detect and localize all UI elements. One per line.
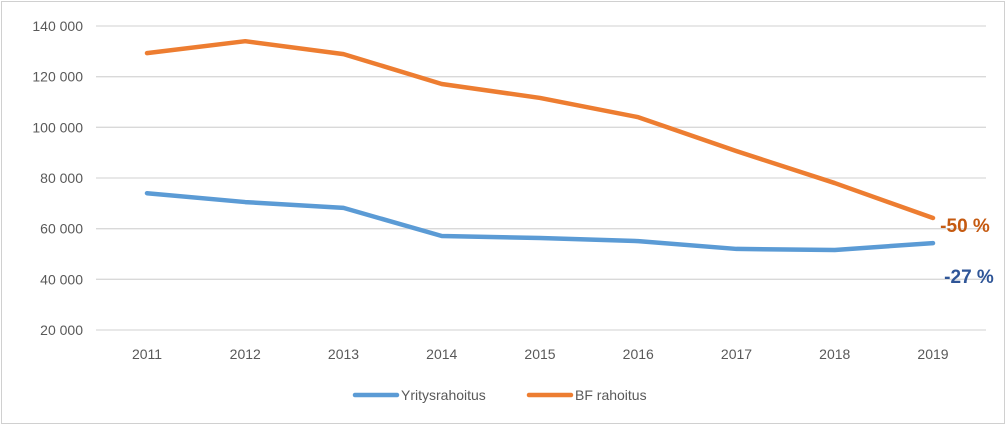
x-tick-label: 2012 (230, 346, 261, 362)
legend: Yritysrahoitus BF rahoitus (352, 387, 647, 403)
x-tick-label: 2015 (524, 346, 555, 362)
x-tick-label: 2019 (917, 346, 948, 362)
x-tick-label: 2018 (819, 346, 850, 362)
legend-label: BF rahoitus (575, 387, 647, 403)
series-line-yritysrahoitus (144, 190, 936, 253)
y-tick-label: 60 000 (40, 221, 83, 237)
y-tick-label: 80 000 (40, 170, 83, 186)
y-tick-label: 120 000 (32, 69, 83, 85)
annotation-bf-change: -50 % (940, 216, 990, 237)
y-tick-label: 100 000 (32, 119, 83, 135)
y-tick-label: 40 000 (40, 271, 83, 287)
legend-label: Yritysrahoitus (401, 387, 486, 403)
x-tick-label: 2014 (426, 346, 457, 362)
series-line-bf-rahoitus (144, 38, 936, 221)
y-tick-label: 140 000 (32, 18, 83, 34)
x-tick-label: 2017 (721, 346, 752, 362)
x-tick-label: 2016 (623, 346, 654, 362)
x-tick-label: 2013 (328, 346, 359, 362)
annotation-yritys-change: -27 % (944, 267, 994, 288)
y-tick-label: 20 000 (40, 322, 83, 338)
x-tick-label: 2011 (132, 346, 162, 362)
